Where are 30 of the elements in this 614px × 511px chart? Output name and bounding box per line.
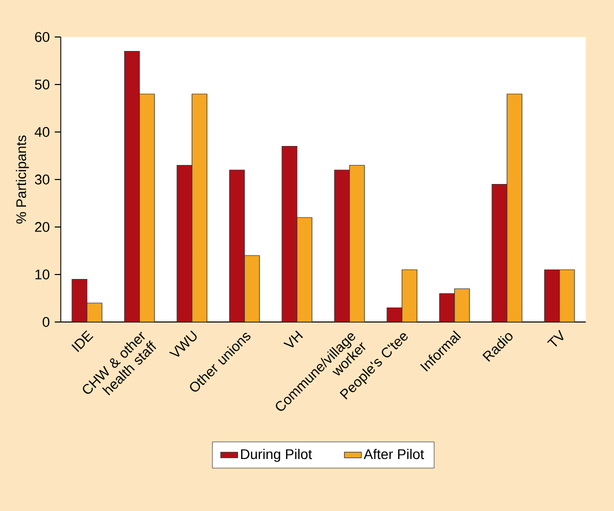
bar [544,269,560,322]
bar [72,278,88,322]
bar [402,269,418,322]
bar [229,170,245,322]
y-tick-label: 50 [34,80,50,90]
bar [349,164,365,322]
bar [176,164,192,322]
bar [139,94,155,322]
bar [454,288,470,322]
y-tick-label: 20 [35,222,50,232]
bar [124,50,140,322]
y-axis-title: % Participants [16,135,29,224]
y-tick-label: 30 [34,174,50,184]
bar [492,184,508,322]
bar [334,170,350,322]
y-tick-label: 10 [35,270,50,280]
legend-label: During Pilot [241,448,312,462]
y-tick-label: 0 [42,317,50,327]
bar [506,94,522,322]
x-tick-label: TV [547,330,564,347]
bar [192,94,208,322]
y-tick-label: 60 [35,32,50,42]
bar [296,217,312,322]
bar [244,255,260,322]
x-tick-label: IDE [71,330,94,352]
bar [282,146,298,322]
legend-label: After Pilot [364,448,424,460]
y-tick-label: 40 [34,127,50,137]
bar [439,293,455,322]
bar [559,269,575,322]
